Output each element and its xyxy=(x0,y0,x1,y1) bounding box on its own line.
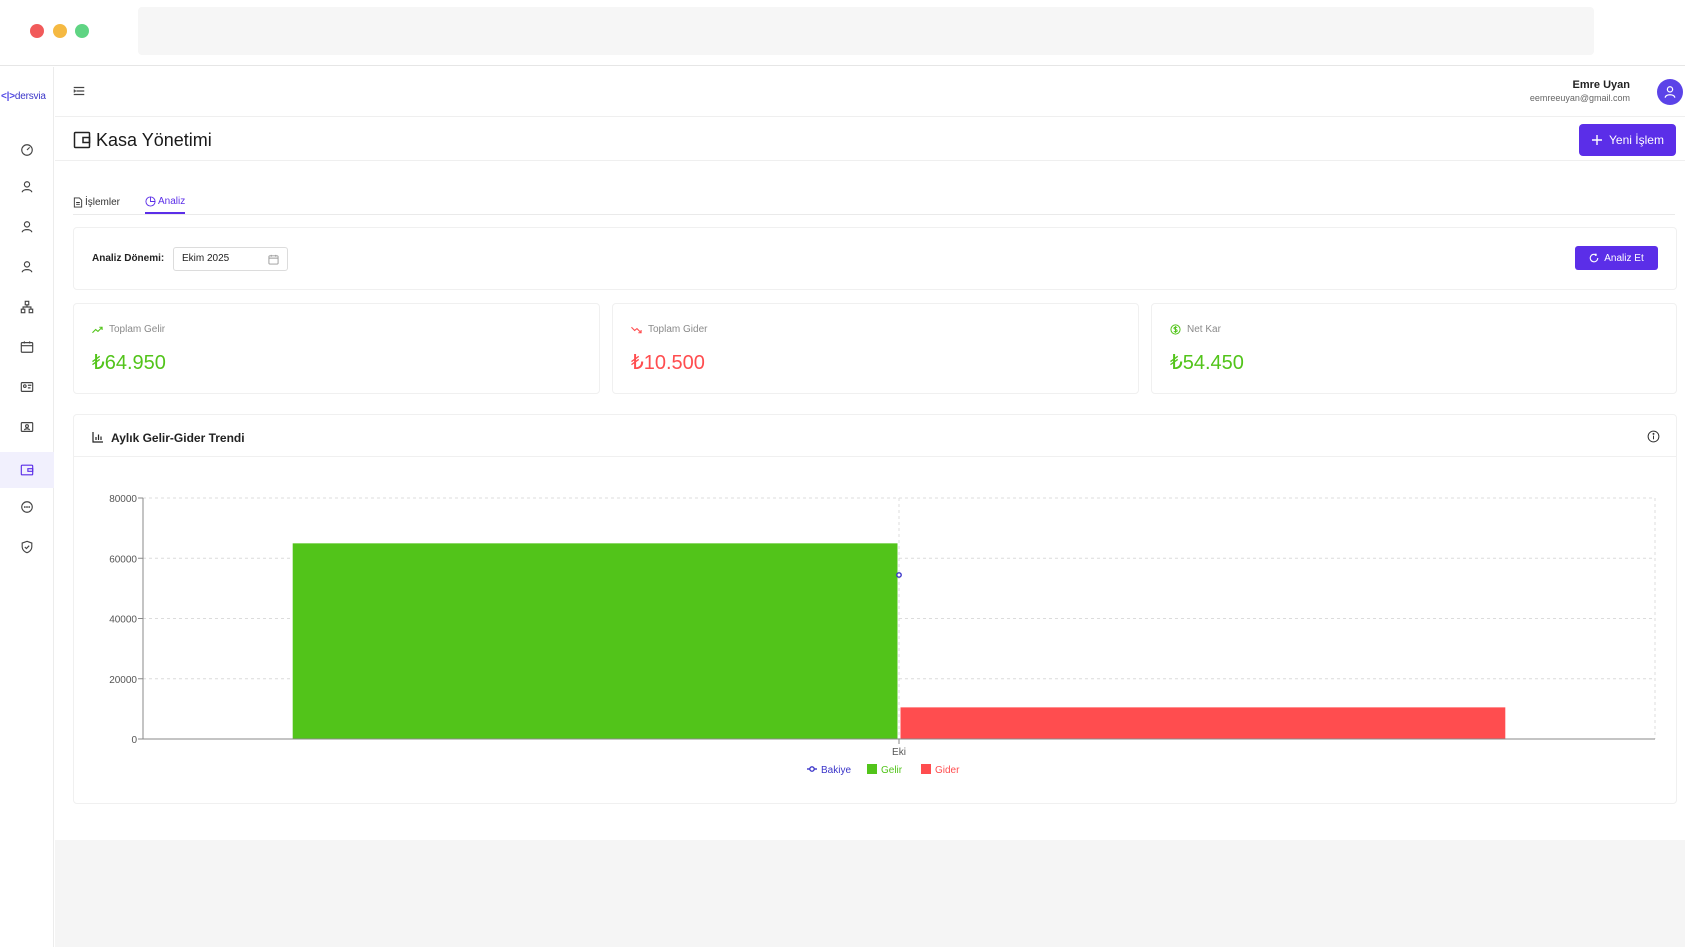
top-header: Emre Uyan eemreeuyan@gmail.com xyxy=(55,67,1685,117)
user-icon xyxy=(1664,86,1676,98)
menu-toggle-icon[interactable] xyxy=(72,84,86,98)
plus-icon xyxy=(1592,135,1603,145)
y-tick-label: 20000 xyxy=(109,675,137,686)
stat-label-text: Net Kar xyxy=(1187,324,1221,335)
legend-label: Bakiye xyxy=(821,765,851,776)
new-transaction-label: Yeni İşlem xyxy=(1609,133,1664,147)
calendar-icon xyxy=(20,341,34,353)
legend-swatch-dot xyxy=(809,766,815,772)
stat-value: ₺64.950 xyxy=(92,352,166,374)
sidebar-item-dashboard[interactable] xyxy=(0,132,54,168)
bar-chart-icon xyxy=(92,432,103,443)
tab-analysis[interactable]: Analiz xyxy=(145,190,186,214)
sidebar-item-groups[interactable] xyxy=(0,289,54,325)
logo-text: dersvia xyxy=(14,91,46,102)
user-icon xyxy=(21,221,33,233)
sidebar-item-teachers[interactable] xyxy=(0,209,54,245)
page-header: Kasa Yönetimi Yeni İşlem xyxy=(55,118,1685,161)
y-tick-label: 80000 xyxy=(109,494,137,505)
user-email: eemreeuyan@gmail.com xyxy=(1529,93,1630,103)
user-icon xyxy=(21,181,33,193)
pie-chart-icon xyxy=(145,195,156,207)
user-info[interactable]: Emre Uyan eemreeuyan@gmail.com xyxy=(1530,79,1630,103)
calendar-icon xyxy=(268,254,279,265)
trend-up-icon xyxy=(92,326,103,333)
window-minimize-button[interactable] xyxy=(53,24,67,38)
page-footer-area xyxy=(55,840,1685,947)
y-tick-label: 0 xyxy=(131,735,137,746)
logo-mark: <|> xyxy=(1,91,15,102)
period-date-picker[interactable]: Ekim 2025 xyxy=(173,247,288,271)
period-label: Analiz Dönemi: xyxy=(92,253,165,264)
user-icon xyxy=(21,261,33,273)
analysis-filter-card: Analiz Dönemi: Ekim 2025 Analiz Et xyxy=(73,227,1677,290)
bar-gelir xyxy=(292,543,898,739)
tab-bar: İşlemler Analiz xyxy=(73,186,1675,215)
sidebar-item-calendar[interactable] xyxy=(0,329,54,365)
address-bar[interactable] xyxy=(138,7,1594,55)
window-maximize-button[interactable] xyxy=(75,24,89,38)
new-transaction-button[interactable]: Yeni İşlem xyxy=(1579,124,1676,156)
tab-analysis-label: Analiz xyxy=(158,195,186,207)
y-tick-label: 40000 xyxy=(109,615,137,626)
y-tick-label: 60000 xyxy=(109,554,137,565)
stat-label-text: Toplam Gelir xyxy=(109,324,166,335)
legend-label: Gider xyxy=(935,765,960,776)
sidebar: <|>dersvia xyxy=(0,67,54,947)
trend-chart-card: Aylık Gelir-Gider Trendi 0 20000 40000 6000… xyxy=(73,414,1677,804)
stat-card-net-profit: Net Kar ₺54.450 xyxy=(1151,303,1677,394)
contacts-icon xyxy=(20,422,34,432)
dollar-circle-icon xyxy=(1170,324,1181,335)
stat-label: Toplam Gider xyxy=(631,324,707,335)
sidebar-item-users[interactable] xyxy=(0,169,54,205)
trend-down-icon xyxy=(631,326,642,333)
hierarchy-icon xyxy=(20,300,34,314)
sidebar-item-cards[interactable] xyxy=(0,369,54,405)
analyze-button-label: Analiz Et xyxy=(1604,252,1644,264)
id-card-icon xyxy=(20,382,34,392)
stat-label: Net Kar xyxy=(1170,324,1221,335)
stat-value: ₺10.500 xyxy=(631,352,705,374)
sidebar-item-security[interactable] xyxy=(0,529,54,565)
gauge-icon xyxy=(21,144,33,156)
info-icon[interactable] xyxy=(1647,430,1660,443)
tab-transactions[interactable]: İşlemler xyxy=(73,190,120,214)
bar-gider xyxy=(900,707,1506,739)
sidebar-item-messages[interactable] xyxy=(0,489,54,525)
refresh-icon xyxy=(1590,253,1599,263)
income-expense-chart: 0 20000 40000 60000 80000 Eki Bakiye Gelir Gider xyxy=(109,494,1656,776)
x-tick-label: Eki xyxy=(892,747,906,758)
wallet-icon xyxy=(20,464,34,476)
legend-swatch xyxy=(867,764,877,774)
file-icon xyxy=(73,196,83,208)
stat-card-total-expense: Toplam Gider ₺10.500 xyxy=(612,303,1139,394)
sidebar-item-cash[interactable] xyxy=(0,452,54,488)
legend-label: Gelir xyxy=(881,765,903,776)
wallet-icon xyxy=(73,131,91,149)
stat-value: ₺54.450 xyxy=(1170,352,1244,374)
chart-header: Aylık Gelir-Gider Trendi xyxy=(74,415,1676,457)
chart-title: Aylık Gelir-Gider Trendi xyxy=(111,431,245,445)
sidebar-item-students[interactable] xyxy=(0,249,54,285)
period-value: Ekim 2025 xyxy=(182,253,230,264)
shield-check-icon xyxy=(21,540,33,554)
avatar[interactable] xyxy=(1657,79,1683,105)
legend-swatch xyxy=(921,764,931,774)
stat-label-text: Toplam Gider xyxy=(648,324,708,335)
chat-icon xyxy=(21,501,33,513)
window-close-button[interactable] xyxy=(30,24,44,38)
stat-card-total-income: Toplam Gelir ₺64.950 xyxy=(73,303,600,394)
point-bakiye xyxy=(896,572,902,578)
user-name: Emre Uyan xyxy=(1572,79,1630,91)
browser-chrome xyxy=(0,0,1685,66)
analyze-button[interactable]: Analiz Et xyxy=(1575,246,1658,270)
tab-transactions-label: İşlemler xyxy=(85,196,121,208)
sidebar-item-reports[interactable] xyxy=(0,409,54,445)
page-title: Kasa Yönetimi xyxy=(96,130,212,150)
stat-label: Toplam Gelir xyxy=(92,324,165,335)
logo[interactable]: <|>dersvia xyxy=(1,91,46,102)
